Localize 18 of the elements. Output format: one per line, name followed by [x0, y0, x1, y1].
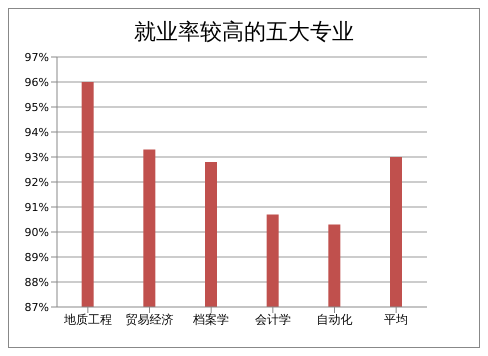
x-tick-label: 贸易经济 [126, 312, 174, 327]
y-tick-label: 92% [24, 176, 49, 189]
y-tick-label: 97% [24, 50, 49, 64]
y-tick-label: 87% [24, 300, 49, 314]
x-tick-label: 会计学 [254, 312, 291, 327]
y-tick-label: 89% [24, 250, 49, 264]
x-tick-label: 地质工程 [62, 312, 112, 327]
y-tick-label: 93% [24, 150, 49, 164]
y-tick-label: 96% [24, 76, 49, 89]
y-tick-label: 90% [24, 226, 49, 239]
y-tick-label: 88% [24, 276, 49, 289]
y-tick-label: 94% [24, 126, 49, 139]
y-tick-label: 91% [24, 200, 49, 214]
x-tick-label: 自动化 [316, 312, 352, 327]
y-tick-label: 95% [24, 100, 49, 114]
chart-title: 就业率较高的五大专业 [133, 19, 355, 47]
x-tick-label: 档案学 [192, 312, 230, 327]
x-tick-label: 平均 [384, 312, 408, 327]
